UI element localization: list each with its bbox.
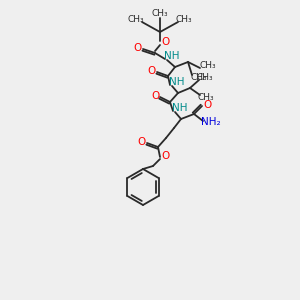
Text: O: O [138,137,146,147]
Text: O: O [203,100,211,110]
Text: O: O [148,66,156,76]
Text: O: O [161,37,169,47]
Text: CH₃: CH₃ [198,92,214,101]
Text: NH: NH [169,77,185,87]
Text: NH₂: NH₂ [201,117,221,127]
Text: O: O [161,151,169,161]
Text: CH₃: CH₃ [152,8,168,17]
Text: CH₃: CH₃ [128,14,144,23]
Text: NH: NH [164,51,180,61]
Text: CH₃: CH₃ [176,14,192,23]
Text: CH₃: CH₃ [197,74,213,82]
Text: O: O [151,91,159,101]
Text: CH₃: CH₃ [191,73,207,82]
Text: CH₃: CH₃ [200,61,216,70]
Text: O: O [134,43,142,53]
Text: NH: NH [172,103,188,113]
